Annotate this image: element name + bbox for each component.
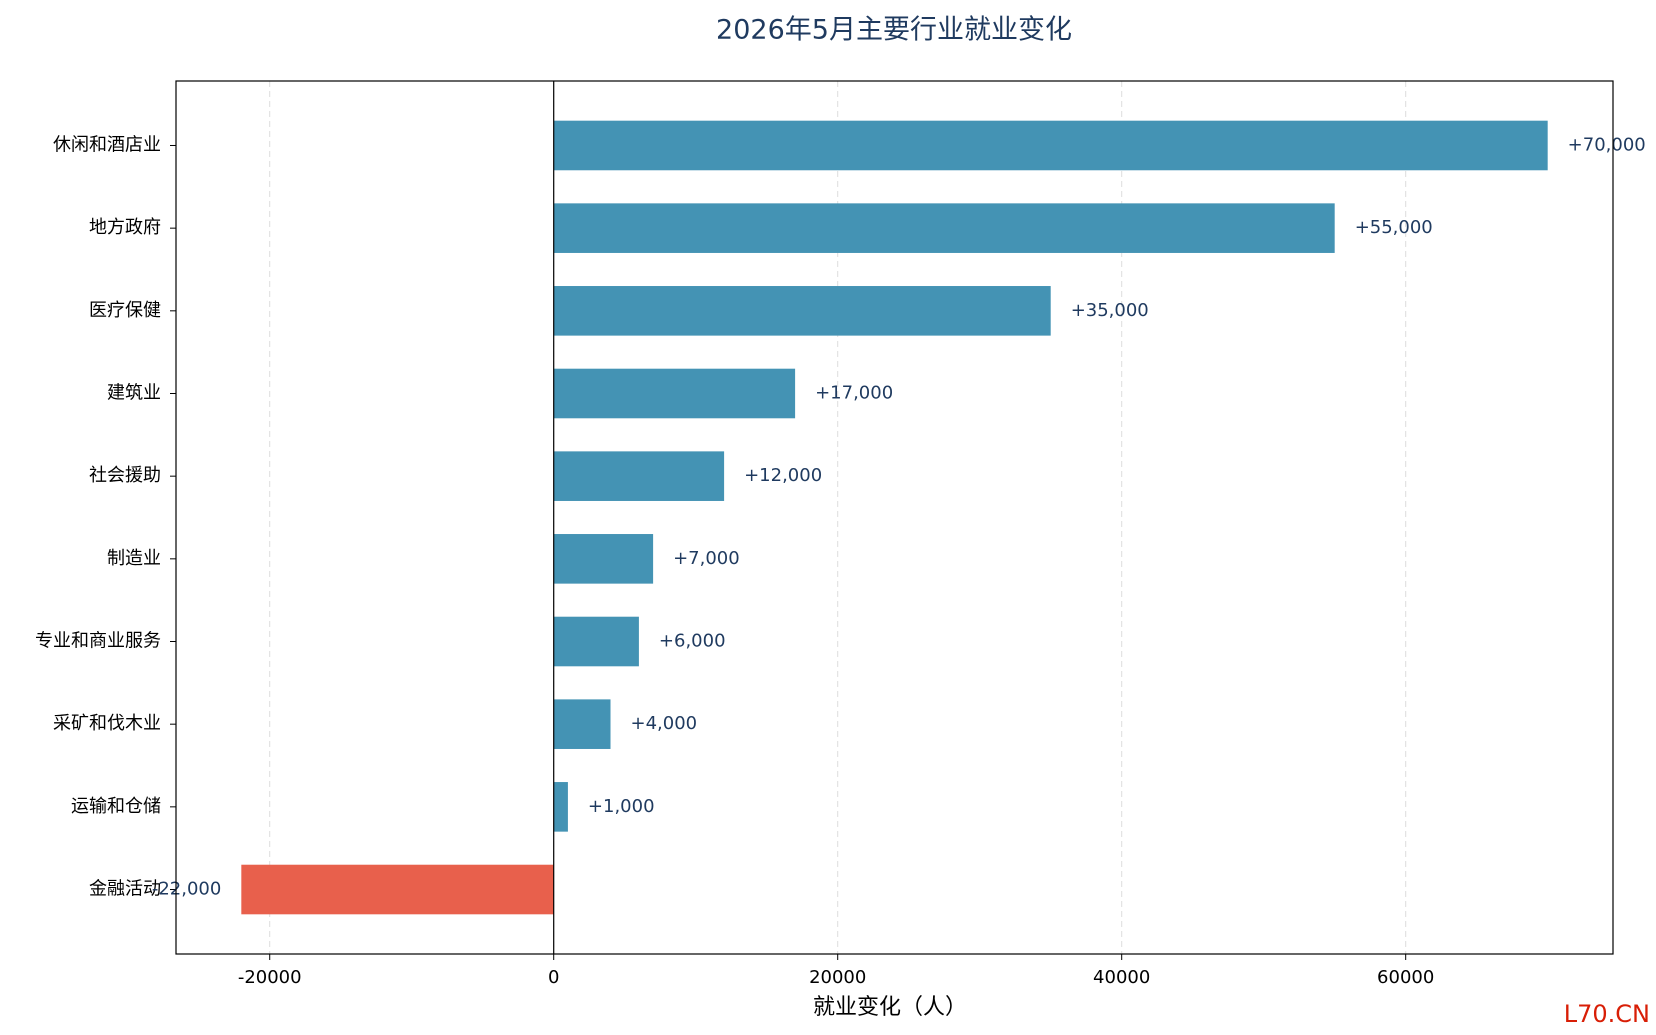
value-label: +1,000 — [588, 796, 655, 817]
y-tick-label: 运输和仓储 — [71, 796, 161, 817]
value-label: +12,000 — [744, 465, 822, 486]
y-tick-label: 休闲和酒店业 — [53, 134, 161, 155]
x-tick-label: 60000 — [1377, 967, 1434, 988]
bar — [553, 699, 611, 749]
y-tick-label: 医疗保健 — [89, 300, 161, 321]
value-label: +35,000 — [1071, 300, 1149, 321]
y-tick-label: 金融活动 — [89, 879, 161, 900]
y-tick-label: 专业和商业服务 — [35, 631, 161, 652]
y-tick-label: 地方政府 — [89, 217, 161, 238]
plot-frame — [175, 80, 1614, 955]
y-tick-label: 社会援助 — [89, 465, 161, 486]
y-tick-label: 采矿和伐木业 — [53, 713, 161, 734]
x-tick-label: -20000 — [238, 967, 302, 988]
value-label: +4,000 — [631, 713, 698, 734]
value-label: +6,000 — [659, 631, 726, 652]
bar — [553, 451, 725, 501]
value-label: +17,000 — [815, 382, 893, 403]
bar — [553, 120, 1548, 171]
x-axis-label: 就业变化（人） — [813, 995, 967, 1020]
x-tick-label: 40000 — [1093, 967, 1150, 988]
bar — [553, 368, 796, 419]
value-label: +55,000 — [1355, 217, 1433, 238]
chart-title: 2026年5月主要行业就业变化 — [716, 15, 1072, 46]
y-tick-label: 制造业 — [107, 548, 161, 569]
bar — [553, 616, 639, 667]
bar — [553, 782, 568, 832]
value-label: +7,000 — [673, 548, 740, 569]
watermark: L70.CN — [1564, 1000, 1650, 1028]
value-label: -22,000 — [152, 879, 221, 900]
value-label: +70,000 — [1568, 134, 1646, 155]
bar — [553, 534, 654, 584]
bar — [241, 864, 554, 915]
x-tick-label: 0 — [548, 967, 559, 988]
x-tick-label: 20000 — [809, 967, 866, 988]
y-tick-label: 建筑业 — [107, 382, 161, 403]
bar — [553, 203, 1335, 253]
bar — [553, 286, 1051, 336]
